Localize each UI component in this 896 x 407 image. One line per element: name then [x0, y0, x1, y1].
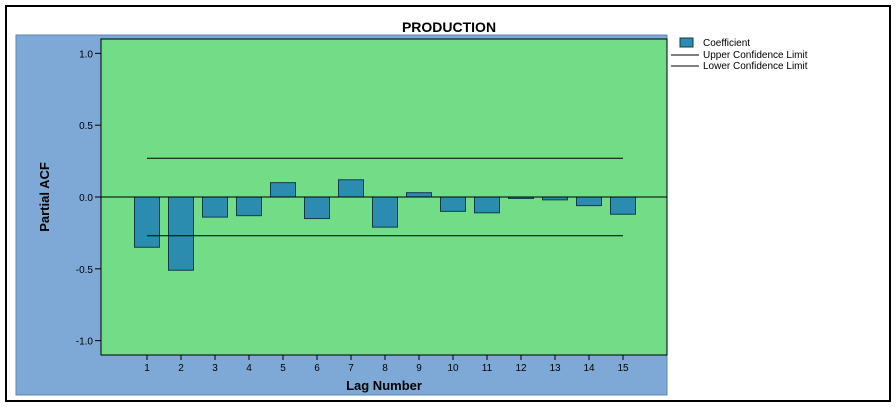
bar-lag-8 — [372, 196, 398, 228]
legend-swatch-coefficient — [679, 37, 694, 48]
legend-label-coefficient: Coefficient — [703, 38, 750, 49]
chart-title: PRODUCTION — [402, 19, 496, 35]
legend-label-upper: Upper Confidence Limit — [703, 50, 808, 61]
bar-lag-14 — [576, 196, 602, 207]
x-tick-label: 4 — [246, 363, 252, 374]
bar-lag-7 — [338, 179, 364, 198]
bar-lag-5 — [270, 182, 296, 198]
x-tick-label: 11 — [482, 363, 493, 374]
legend: Coefficient Upper Confidence Limit Lower… — [671, 37, 808, 72]
bar-lag-2 — [168, 196, 194, 271]
x-tick-label: 6 — [314, 363, 320, 374]
x-tick-label: 8 — [382, 363, 388, 374]
y-tick-label: -0.5 — [76, 265, 94, 276]
x-tick-label: 7 — [348, 363, 354, 374]
bar-lag-3 — [202, 196, 228, 218]
y-axis-ticks: 1.0 0.5 0.0 -0.5 -1.0 — [76, 49, 101, 348]
x-tick-label: 5 — [280, 363, 286, 374]
y-tick-label: 0.5 — [79, 121, 93, 132]
bar-lag-1 — [134, 196, 160, 248]
x-tick-label: 12 — [515, 363, 527, 374]
bar-lag-4 — [236, 196, 262, 217]
x-tick-label: 14 — [583, 363, 595, 374]
y-tick-label: 0.0 — [79, 193, 93, 204]
x-tick-label: 2 — [178, 363, 184, 374]
x-tick-label: 9 — [416, 363, 422, 374]
bar-lag-6 — [304, 196, 330, 220]
y-tick-label: -1.0 — [76, 337, 94, 348]
x-tick-label: 15 — [617, 363, 629, 374]
bar-lag-10 — [440, 196, 466, 212]
x-axis-ticks: 1 2 3 4 5 6 7 8 9 10 11 12 13 14 15 — [144, 355, 629, 374]
bars — [134, 179, 636, 271]
reference-lines — [101, 157, 667, 237]
bar-lag-9 — [406, 192, 432, 198]
legend-label-lower: Lower Confidence Limit — [703, 61, 808, 72]
x-tick-label: 13 — [549, 363, 561, 374]
x-tick-label: 10 — [447, 363, 459, 374]
bar-lag-11 — [474, 196, 500, 214]
x-tick-label: 3 — [212, 363, 218, 374]
y-axis-label: Partial ACF — [37, 162, 52, 232]
x-axis-label: Lag Number — [346, 378, 422, 393]
y-tick-label: 1.0 — [79, 49, 93, 60]
bar-lag-15 — [610, 196, 636, 215]
x-tick-label: 1 — [144, 363, 150, 374]
